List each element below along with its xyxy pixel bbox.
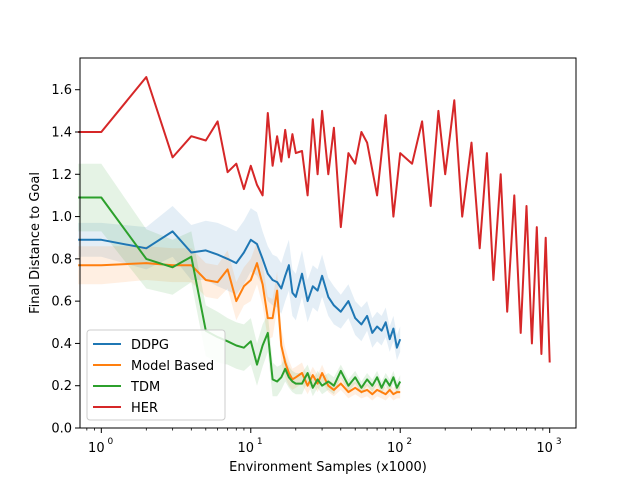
x-axis-ticks: 10 0 10 1 10 2 10 3 bbox=[86, 428, 562, 456]
band-ddpg bbox=[78, 206, 401, 361]
y-tick-label: 1.0 bbox=[51, 210, 72, 225]
legend-box bbox=[86, 329, 226, 421]
confidence-bands bbox=[78, 163, 401, 401]
legend-label-ddpg: DDPG bbox=[131, 338, 169, 353]
legend-label-tdm: TDM bbox=[130, 380, 160, 395]
y-tick-label: 0.4 bbox=[51, 337, 72, 352]
x-tick-exponent: 3 bbox=[556, 437, 562, 447]
series-lines bbox=[78, 76, 551, 396]
y-axis-ticks: 0.0 0.2 0.4 0.6 0.8 1.0 1.2 1.4 1.6 bbox=[51, 83, 80, 437]
y-tick-label: 1.4 bbox=[51, 126, 72, 141]
band-tdm bbox=[78, 163, 401, 397]
x-tick-exponent: 1 bbox=[257, 437, 263, 447]
series-line-her bbox=[78, 76, 551, 363]
x-tick-label: 10 bbox=[536, 441, 553, 456]
y-tick-label: 0.8 bbox=[51, 252, 72, 267]
x-tick-exponent: 2 bbox=[406, 437, 412, 447]
x-tick-label: 10 bbox=[88, 441, 105, 456]
series-line-model-based bbox=[78, 262, 401, 396]
x-axis-label: Environment Samples (x1000) bbox=[229, 460, 427, 475]
series-line-ddpg bbox=[78, 230, 402, 349]
legend: DDPG Model Based TDM HER bbox=[86, 329, 226, 421]
legend-label-her: HER bbox=[131, 401, 158, 416]
plot-frame bbox=[79, 57, 577, 429]
band-model-based bbox=[78, 241, 401, 401]
y-axis-label: Final Distance to Goal bbox=[28, 172, 43, 314]
y-tick-label: 0.6 bbox=[51, 295, 72, 310]
x-tick-exponent: 0 bbox=[107, 437, 113, 447]
legend-label-model-based: Model Based bbox=[131, 359, 214, 374]
y-tick-label: 1.2 bbox=[51, 168, 72, 183]
x-tick-label: 10 bbox=[387, 441, 404, 456]
y-tick-label: 1.6 bbox=[51, 83, 72, 98]
y-tick-label: 0.0 bbox=[51, 422, 72, 437]
x-tick-label: 10 bbox=[238, 441, 255, 456]
y-tick-label: 0.2 bbox=[51, 379, 72, 394]
